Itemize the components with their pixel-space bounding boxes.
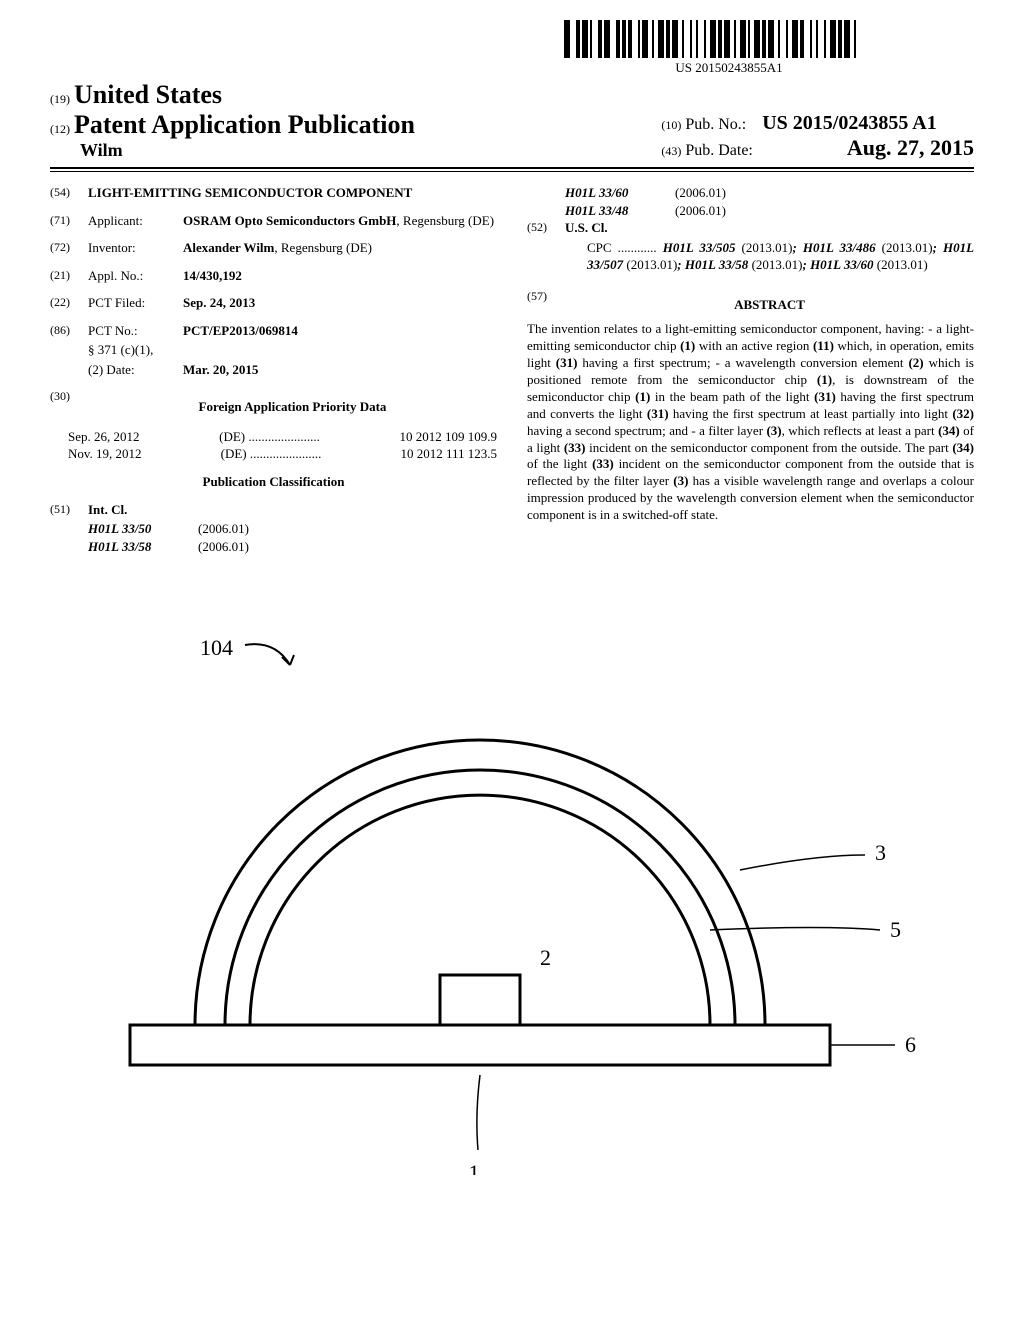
author-name: Wilm — [80, 140, 123, 160]
intcl-row: H01L 33/48(2006.01) — [527, 202, 974, 220]
figure-svg: 104 3 5 6 2 1 — [0, 615, 1024, 1175]
pub-date-label: Pub. Date: — [685, 142, 753, 159]
pct-no-label: PCT No.: — [88, 322, 183, 340]
priority-row: Sep. 26, 2012(DE) ......................… — [50, 428, 497, 446]
country-name: United States — [74, 80, 222, 109]
abstract-heading: ABSTRACT — [565, 296, 974, 314]
inventor-name: Alexander Wilm — [183, 240, 274, 255]
abstract-text: The invention relates to a light-emittin… — [527, 321, 974, 524]
cpc-dots: ............ — [618, 240, 657, 255]
intcl-row: H01L 33/60(2006.01) — [527, 184, 974, 202]
uscl-code: (52) — [527, 219, 565, 235]
title-code: (54) — [50, 184, 88, 200]
barcode-icon — [564, 20, 894, 58]
intcl-list-right: H01L 33/60(2006.01)H01L 33/48(2006.01) — [527, 184, 974, 219]
svg-text:2: 2 — [540, 945, 551, 970]
svg-text:6: 6 — [905, 1032, 916, 1057]
inventor-code: (72) — [50, 239, 88, 255]
appl-label: Appl. No.: — [88, 267, 183, 285]
uscl-label: U.S. Cl. — [565, 219, 974, 237]
pub-no: US 2015/0243855 A1 — [762, 112, 936, 134]
right-column: H01L 33/60(2006.01)H01L 33/48(2006.01) (… — [527, 184, 974, 555]
s371-date: Mar. 20, 2015 — [183, 361, 497, 379]
left-column: (54) LIGHT-EMITTING SEMICONDUCTOR COMPON… — [50, 184, 497, 555]
priority-heading: Foreign Application Priority Data — [88, 398, 497, 416]
pub-date-code: (43) — [661, 144, 681, 158]
svg-text:5: 5 — [890, 917, 901, 942]
appl-code: (21) — [50, 267, 88, 283]
applicant-label: Applicant: — [88, 212, 183, 230]
intcl-code: (51) — [50, 501, 88, 517]
document-header: (19) United States (12) Patent Applicati… — [50, 80, 974, 161]
s371-label: § 371 (c)(1), — [88, 341, 497, 359]
pub-no-code: (10) — [661, 118, 681, 132]
classification-heading: Publication Classification — [50, 473, 497, 491]
pct-no-code: (86) — [50, 322, 88, 338]
divider-thin — [50, 171, 974, 172]
applicant-code: (71) — [50, 212, 88, 228]
applicant-name: OSRAM Opto Semiconductors GmbH — [183, 213, 396, 228]
cpc-classification: CPC ............ H01L 33/505 (2013.01); … — [527, 239, 974, 274]
s371-date-label: (2) Date: — [88, 361, 183, 379]
intcl-row: H01L 33/58(2006.01) — [50, 538, 497, 556]
svg-text:1: 1 — [469, 1160, 480, 1175]
patent-figure: 104 3 5 6 2 1 — [0, 615, 1024, 1175]
pct-filed-label: PCT Filed: — [88, 294, 183, 312]
pct-filed-date: Sep. 24, 2013 — [183, 294, 497, 312]
inventor-location: Regensburg (DE) — [281, 240, 372, 255]
bibliographic-columns: (54) LIGHT-EMITTING SEMICONDUCTOR COMPON… — [50, 184, 974, 555]
barcode-region: US 20150243855A1 — [564, 20, 894, 76]
svg-text:104: 104 — [200, 635, 233, 660]
appl-no: 14/430,192 — [183, 267, 497, 285]
country-code: (19) — [50, 92, 70, 106]
publication-type: Patent Application Publication — [74, 110, 415, 139]
intcl-row: H01L 33/50(2006.01) — [50, 520, 497, 538]
pub-type-code: (12) — [50, 122, 70, 136]
barcode-text: US 20150243855A1 — [564, 60, 894, 76]
pct-no: PCT/EP2013/069814 — [183, 322, 497, 340]
invention-title: LIGHT-EMITTING SEMICONDUCTOR COMPONENT — [88, 184, 497, 202]
divider-thick — [50, 167, 974, 169]
pct-filed-code: (22) — [50, 294, 88, 310]
abstract-code: (57) — [527, 288, 565, 322]
priority-data: Sep. 26, 2012(DE) ......................… — [50, 428, 497, 463]
pub-date: Aug. 27, 2015 — [847, 135, 974, 160]
intcl-list-left: H01L 33/50(2006.01)H01L 33/58(2006.01) — [50, 520, 497, 555]
applicant-location: Regensburg (DE) — [403, 213, 494, 228]
svg-text:3: 3 — [875, 840, 886, 865]
priority-code: (30) — [50, 388, 88, 404]
intcl-label: Int. Cl. — [88, 501, 497, 519]
pub-no-label: Pub. No.: — [685, 116, 746, 133]
inventor-label: Inventor: — [88, 239, 183, 257]
cpc-label: CPC — [587, 240, 612, 255]
priority-row: Nov. 19, 2012(DE) ......................… — [50, 445, 497, 463]
